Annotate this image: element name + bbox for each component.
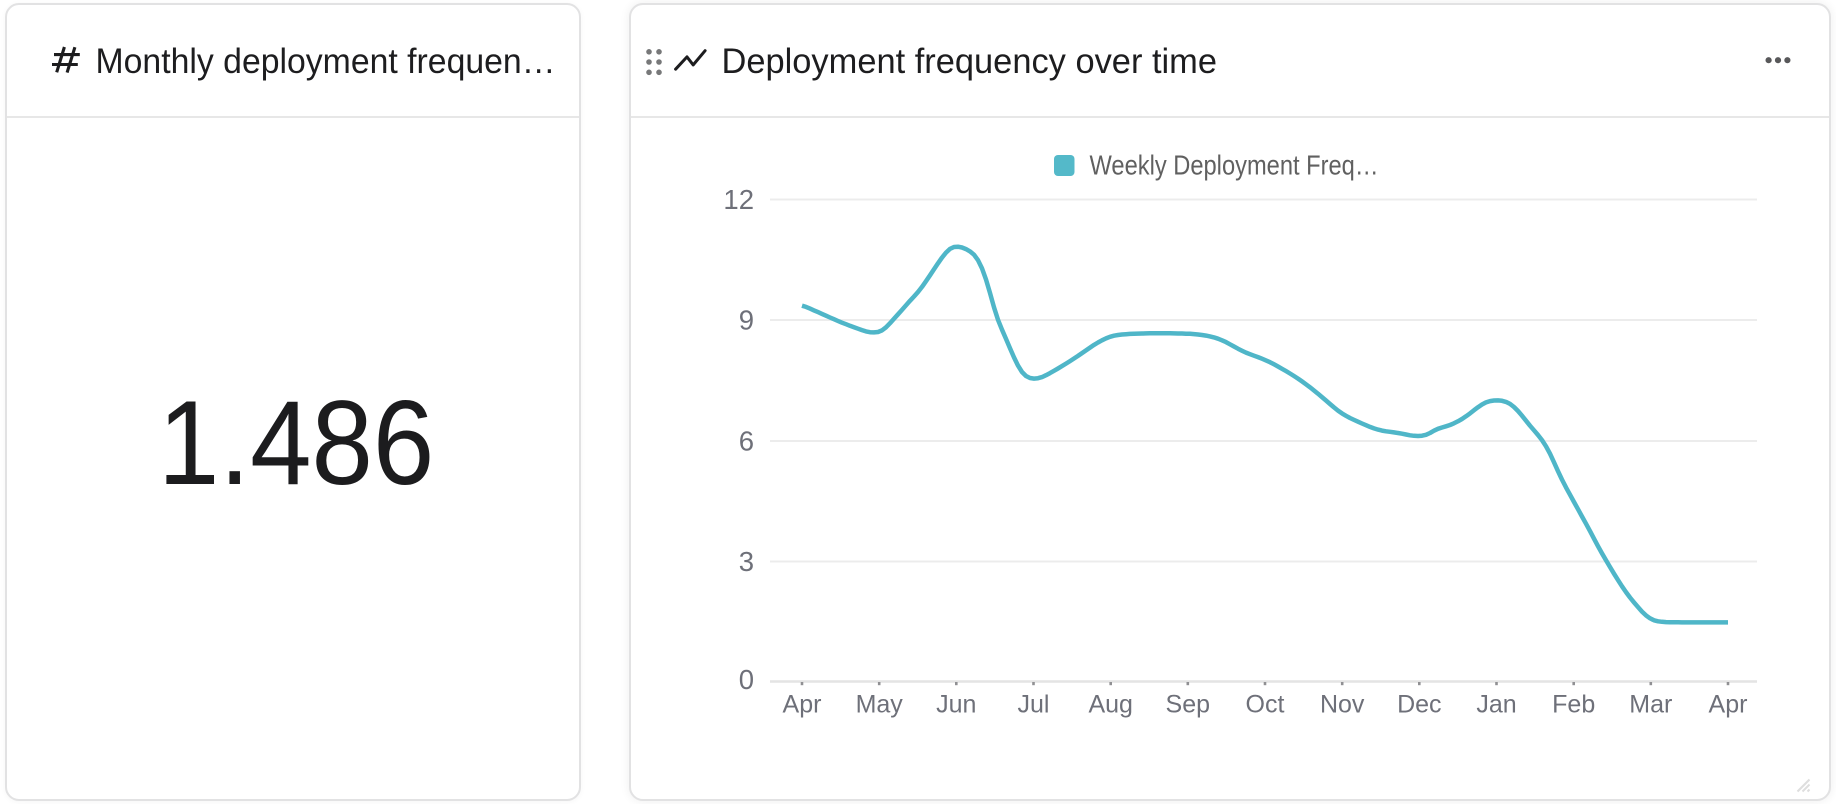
svg-text:12: 12 — [723, 184, 754, 215]
svg-text:Apr: Apr — [1709, 690, 1748, 718]
svg-text:May: May — [856, 690, 904, 718]
svg-text:Feb: Feb — [1552, 690, 1595, 718]
svg-text:Oct: Oct — [1246, 690, 1285, 718]
svg-text:Jul: Jul — [1018, 690, 1050, 718]
svg-text:0: 0 — [739, 664, 754, 695]
svg-text:Jun: Jun — [936, 690, 976, 718]
svg-text:Sep: Sep — [1166, 690, 1210, 718]
svg-text:Aug: Aug — [1088, 690, 1132, 718]
svg-text:Nov: Nov — [1320, 690, 1365, 718]
svg-text:9: 9 — [739, 305, 754, 336]
svg-text:Mar: Mar — [1629, 690, 1672, 718]
svg-text:Weekly Deployment Freq…: Weekly Deployment Freq… — [1090, 150, 1379, 181]
svg-text:Apr: Apr — [783, 690, 822, 718]
svg-text:3: 3 — [739, 546, 754, 577]
svg-text:Monthly deployment frequen…: Monthly deployment frequen… — [96, 42, 556, 81]
svg-text:Deployment frequency over time: Deployment frequency over time — [722, 42, 1218, 81]
svg-text:6: 6 — [739, 426, 754, 457]
svg-text:Dec: Dec — [1397, 690, 1441, 718]
svg-text:Jan: Jan — [1476, 690, 1516, 718]
